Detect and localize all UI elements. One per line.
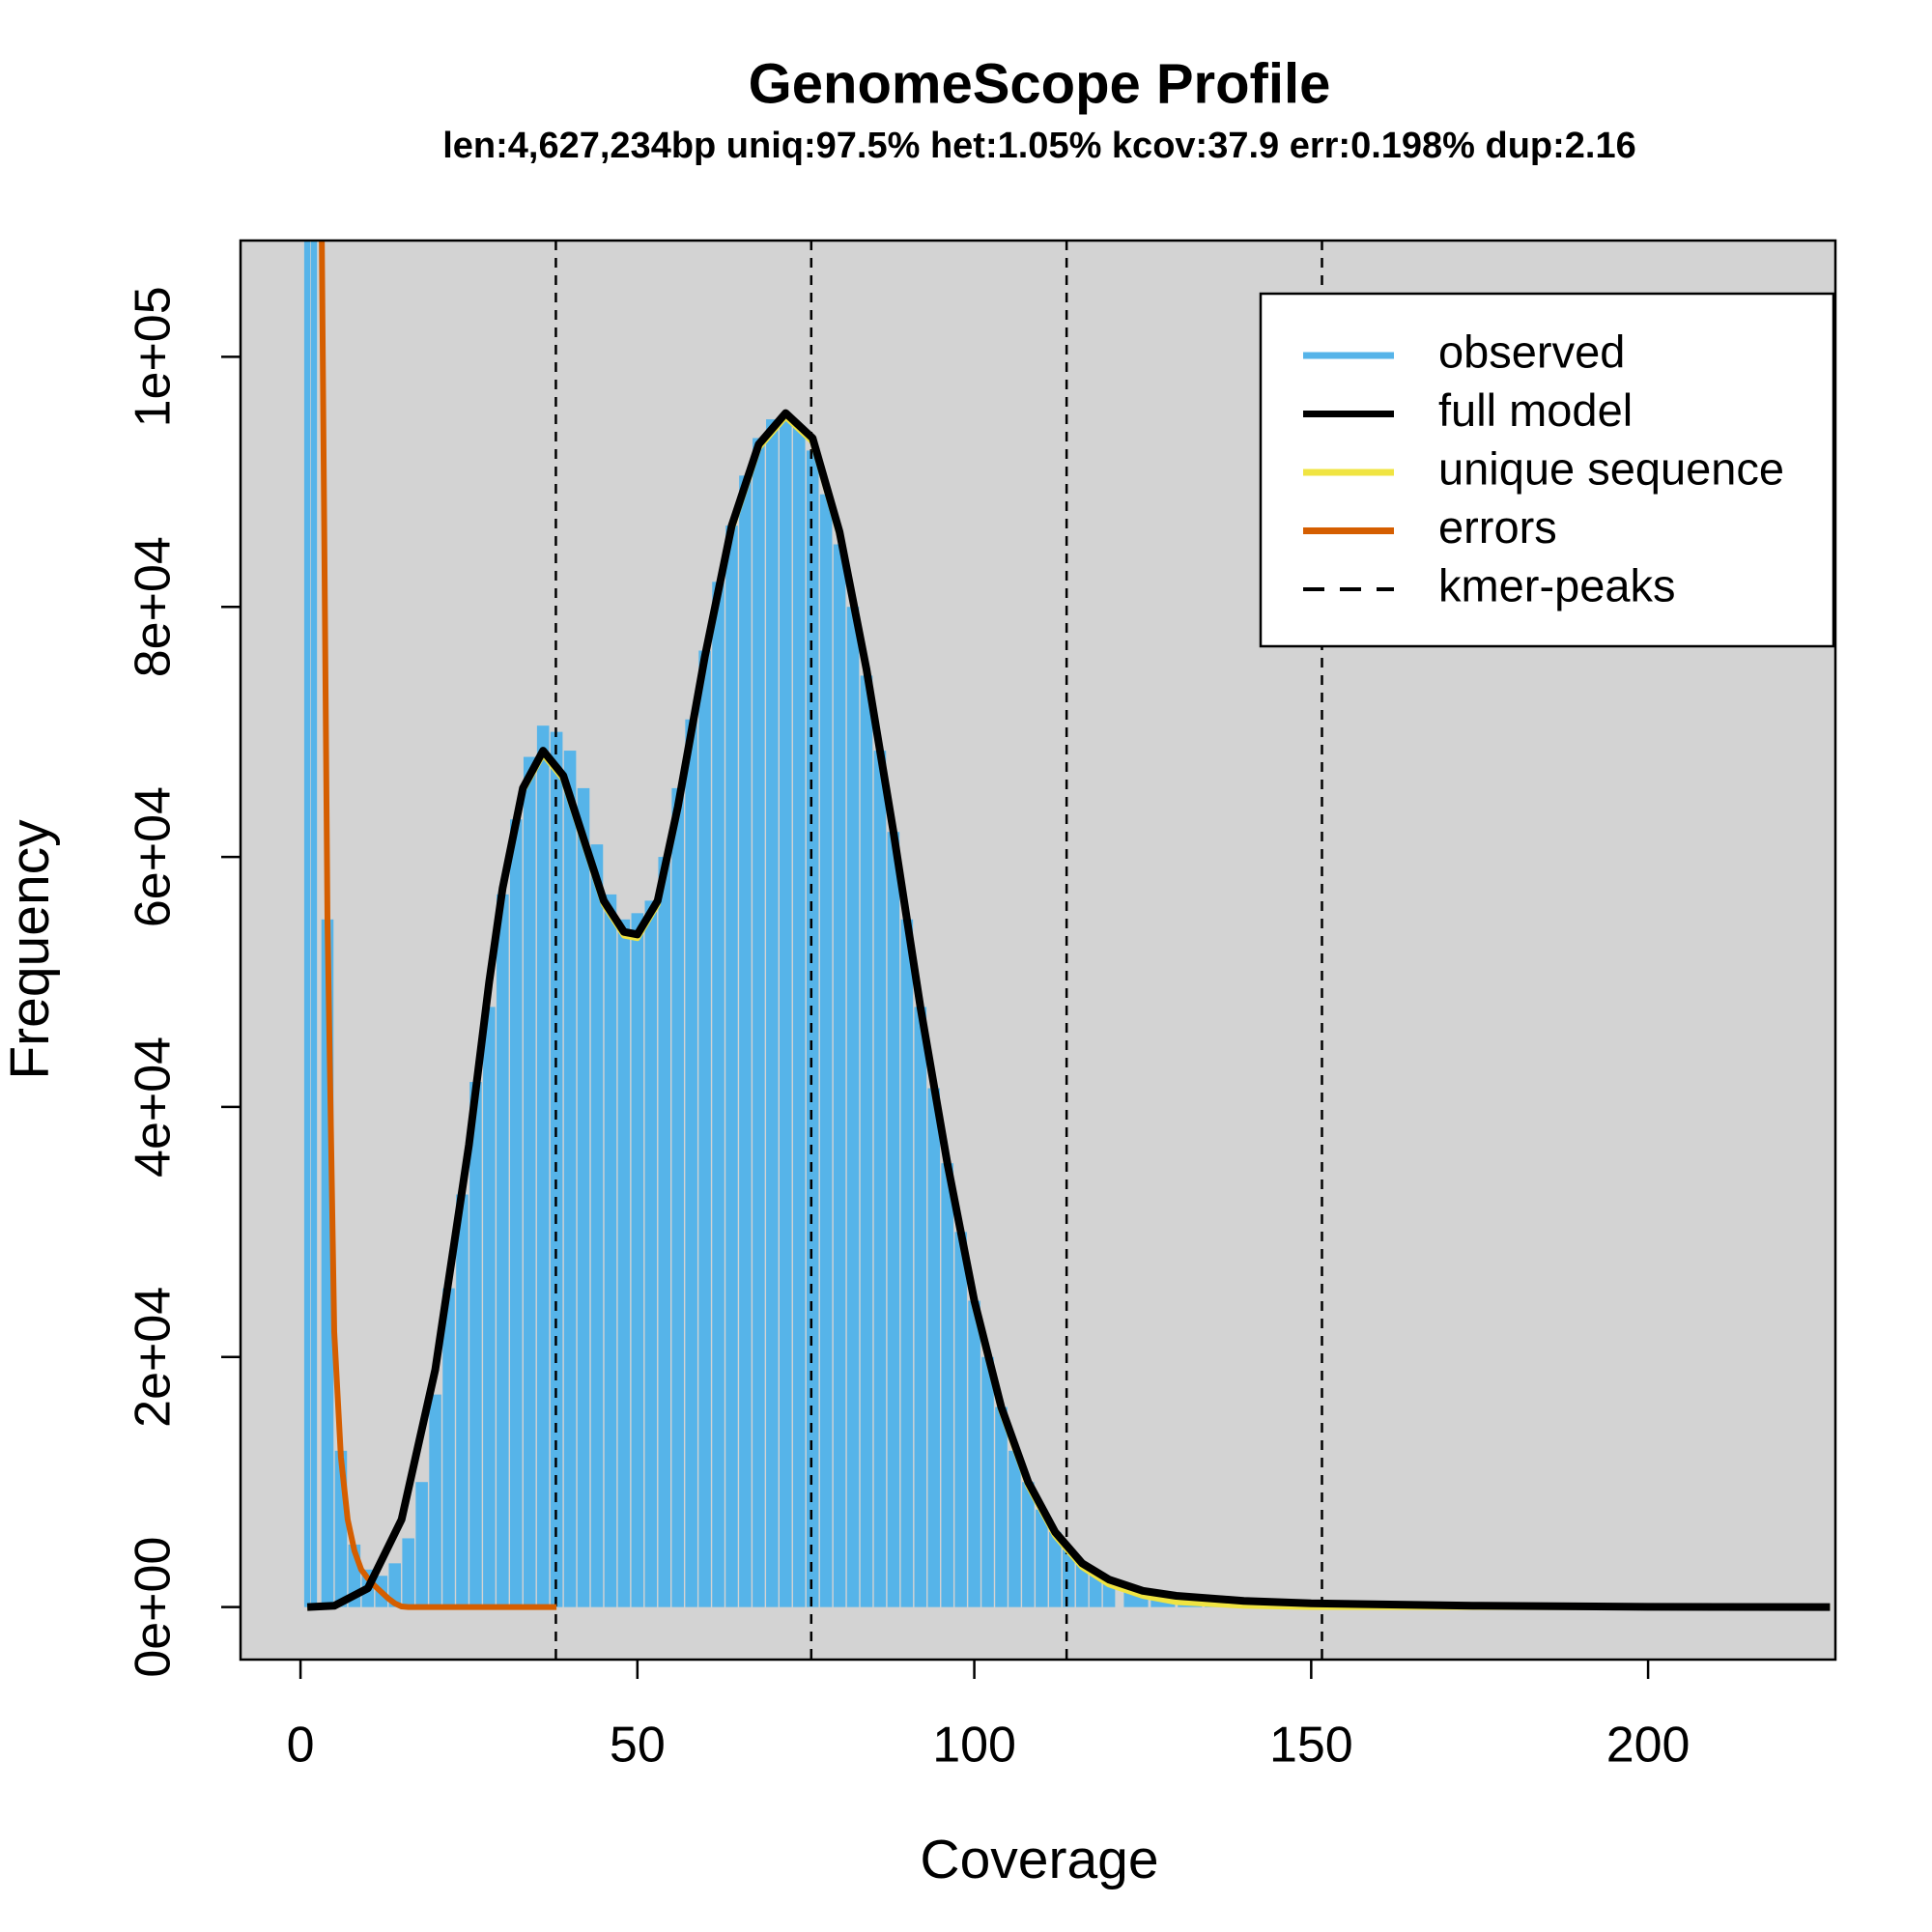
observed-bar — [914, 1007, 927, 1607]
observed-bar — [968, 1300, 980, 1607]
observed-bar — [442, 1288, 455, 1607]
plot-data — [303, 241, 1831, 1660]
observed-bar — [753, 438, 765, 1607]
observed-bar — [981, 1356, 994, 1607]
observed-bar — [1089, 1573, 1102, 1607]
observed-bar — [483, 1007, 496, 1607]
observed-bar — [429, 1394, 441, 1607]
observed-bar — [644, 900, 658, 1607]
observed-bar — [469, 1082, 482, 1607]
observed-bar — [698, 650, 711, 1607]
observed-bar — [1009, 1450, 1021, 1607]
observed-bar — [631, 913, 644, 1607]
observed-bar — [1036, 1509, 1048, 1607]
y-tick-label: 0e+00 — [126, 1537, 182, 1678]
observed-bar — [1075, 1563, 1089, 1607]
observed-bar — [900, 919, 914, 1607]
chart-subtitle: len:4,627,234bp uniq:97.5% het:1.05% kco… — [442, 126, 1636, 166]
observed-bar — [604, 894, 617, 1607]
observed-bar — [310, 241, 318, 1607]
observed-bar — [1049, 1531, 1062, 1607]
legend-label: full model — [1438, 384, 1633, 436]
chart-title: GenomeScope Profile — [749, 52, 1331, 115]
observed-bar — [819, 494, 833, 1607]
plot-frame — [239, 239, 1837, 1662]
observed-bar — [954, 1232, 967, 1607]
observed-bar — [792, 425, 806, 1607]
observed-bar — [617, 919, 631, 1607]
observed-bar — [658, 857, 671, 1607]
observed-bar — [833, 544, 846, 1607]
legend-label: errors — [1438, 501, 1557, 553]
observed-bar — [927, 1088, 941, 1607]
observed-bar — [766, 419, 779, 1607]
y-tick-label: 6e+04 — [126, 786, 182, 927]
observed-bar — [725, 526, 738, 1607]
observed-bar — [510, 819, 523, 1607]
observed-bar — [303, 241, 311, 1607]
model-line — [319, 241, 557, 1610]
x-tick-label: 50 — [610, 1718, 666, 1774]
y-axis-title: Frequency — [0, 819, 61, 1080]
observed-bar — [1022, 1482, 1035, 1607]
legend-label: observed — [1438, 326, 1625, 377]
observed-bar — [873, 751, 887, 1607]
y-tick-label: 4e+04 — [126, 1037, 182, 1178]
observed-bar — [780, 419, 792, 1607]
observed-bar — [685, 719, 697, 1607]
observed-bar — [402, 1538, 414, 1607]
legend-label: unique sequence — [1438, 442, 1784, 494]
observed-bar — [577, 787, 590, 1607]
observed-bar — [590, 844, 604, 1607]
x-tick-label: 100 — [932, 1718, 1016, 1774]
observed-bar — [497, 894, 509, 1607]
x-tick-label: 200 — [1606, 1718, 1690, 1774]
observed-bar — [806, 450, 819, 1607]
observed-bar — [712, 582, 724, 1607]
observed-bar — [523, 756, 536, 1607]
model-line — [306, 409, 1831, 1611]
observed-bar — [456, 1194, 469, 1607]
x-tick-label: 150 — [1269, 1718, 1353, 1774]
observed-bar — [671, 787, 684, 1607]
observed-bar — [415, 1482, 428, 1607]
observed-bar — [860, 675, 873, 1607]
y-tick-label: 1e+05 — [126, 286, 182, 427]
observed-bar — [941, 1163, 953, 1607]
legend-label: kmer-peaks — [1438, 559, 1676, 611]
observed-bar — [563, 751, 577, 1607]
observed-bar — [887, 832, 900, 1607]
observed-bar — [846, 607, 860, 1607]
x-axis-title: Coverage — [920, 1829, 1158, 1890]
observed-bar — [388, 1563, 402, 1607]
y-tick-label: 8e+04 — [126, 536, 182, 677]
x-tick-label: 0 — [287, 1718, 315, 1774]
y-tick-label: 2e+04 — [126, 1287, 182, 1428]
observed-bar — [536, 725, 550, 1607]
observed-bar — [995, 1406, 1008, 1607]
observed-bar — [739, 475, 752, 1607]
